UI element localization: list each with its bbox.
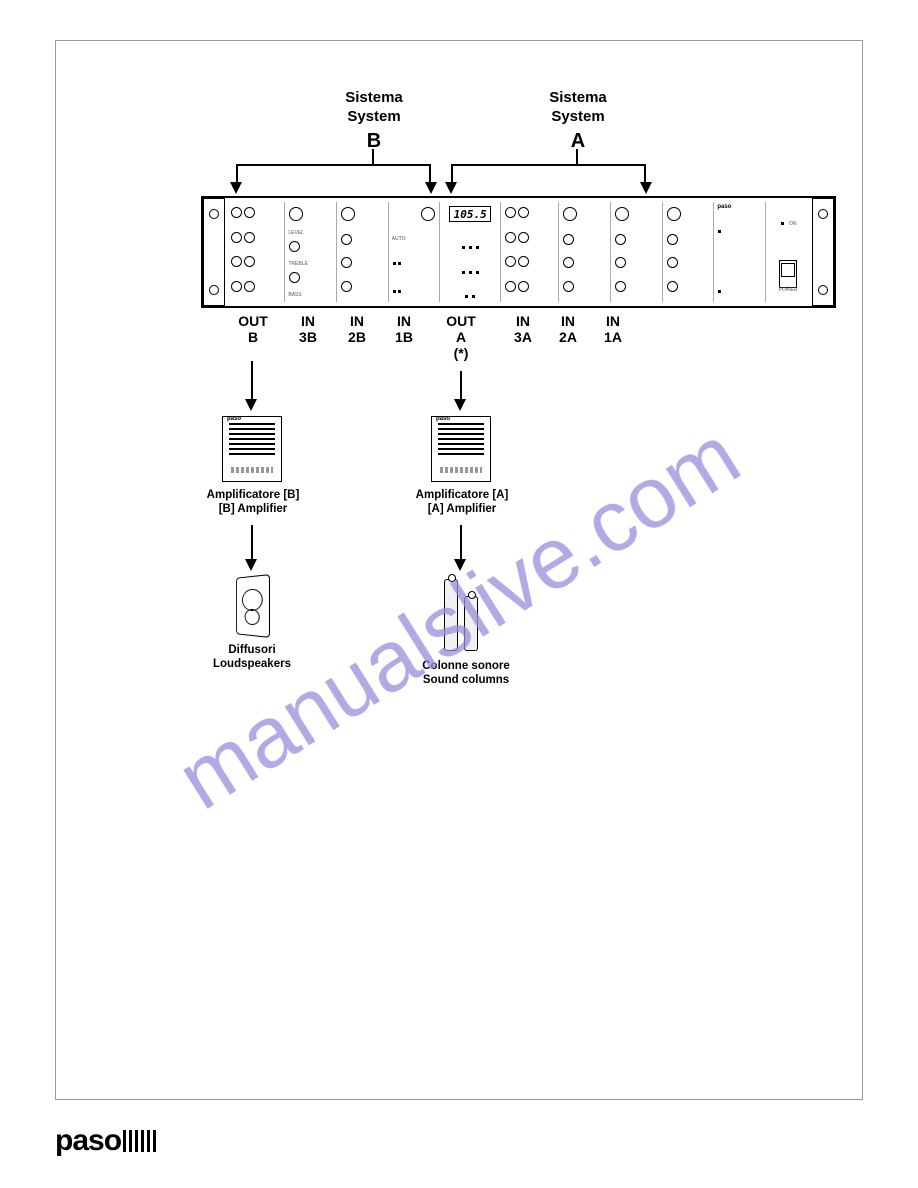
brand-tiny: paso	[717, 204, 731, 210]
c3l1: IN	[335, 313, 379, 329]
sys-b-line2: System	[347, 108, 400, 125]
system-a-header: Sistema System A	[508, 89, 648, 154]
c5l1: OUT	[439, 313, 483, 329]
colspk-l1: Colonne sonore	[406, 659, 526, 673]
speaker-label: Diffusori Loudspeakers	[192, 643, 312, 672]
paso-logo: paso	[55, 1124, 157, 1158]
slot-in-2a	[611, 202, 663, 302]
logo-text: paso	[55, 1124, 121, 1157]
bracket-b	[236, 164, 431, 166]
slot-out-b	[227, 202, 285, 302]
loudspeaker-icon	[236, 574, 270, 638]
c8l2: 1A	[591, 329, 635, 345]
amp-b-label: Amplificatore [B] [B] Amplifier	[188, 488, 318, 517]
colspk-l2: Sound columns	[406, 673, 526, 687]
c1l2: B	[231, 329, 275, 345]
col-in-3b: IN 3B	[286, 313, 330, 345]
columns-label: Colonne sonore Sound columns	[406, 659, 526, 688]
sound-column-2	[464, 596, 478, 651]
arrow-ampa-col	[454, 559, 466, 571]
arrow-a-right	[640, 182, 652, 194]
slot-tuner: 105.5	[440, 202, 501, 302]
line-ampa-col	[460, 525, 462, 561]
amp-b-brand: paso	[227, 416, 241, 422]
slot-in-1b: AUTO	[389, 202, 441, 302]
arrow-a-left	[445, 182, 457, 194]
logo-bars-icon	[121, 1124, 157, 1157]
system-b-header: Sistema System B	[304, 89, 444, 154]
slot-power: ON POWER	[766, 202, 810, 302]
sys-a-stem	[576, 149, 578, 164]
slot-in-1a	[663, 202, 715, 302]
arrow-outb-amp	[245, 399, 257, 411]
col-in-1a: IN 1A	[591, 313, 635, 345]
c1l1: OUT	[231, 313, 275, 329]
c8l1: IN	[591, 313, 635, 329]
amp-b-l1: Amplificatore [B]	[188, 488, 318, 502]
col-in-3a: IN 3A	[501, 313, 545, 345]
c2l2: 3B	[286, 329, 330, 345]
amp-a-brand: paso	[436, 416, 450, 422]
diagram-frame: Sistema System B Sistema System A	[55, 40, 863, 1100]
sys-b-letter: B	[304, 129, 444, 154]
c6l2: 3A	[501, 329, 545, 345]
amp-a-l1: Amplificatore [A]	[397, 488, 527, 502]
sys-a-letter: A	[508, 129, 648, 154]
sound-column-1	[444, 579, 458, 651]
c7l2: 2A	[546, 329, 590, 345]
spk-l2: Loudspeakers	[192, 657, 312, 671]
tuner-display: 105.5	[449, 206, 491, 222]
rack-ear-right	[812, 198, 834, 306]
amplifier-b: paso	[222, 416, 282, 482]
c5l2: A	[439, 329, 483, 345]
c4l2: 1B	[382, 329, 426, 345]
c4l1: IN	[382, 313, 426, 329]
col-in-2a: IN 2A	[546, 313, 590, 345]
col-out-a: OUT A (*)	[439, 313, 483, 361]
c3l2: 2B	[335, 329, 379, 345]
rack-device: LEVEL TREBLE BASS AUTO 1	[201, 196, 836, 308]
sys-a-line2: System	[551, 108, 604, 125]
col-in-1b: IN 1B	[382, 313, 426, 345]
sys-b-stem	[372, 149, 374, 164]
spk-l1: Diffusori	[192, 643, 312, 657]
arrow-ampb-spk	[245, 559, 257, 571]
col-out-b: OUT B	[231, 313, 275, 345]
amp-a-label: Amplificatore [A] [A] Amplifier	[397, 488, 527, 517]
power-switch	[779, 260, 797, 288]
c7l1: IN	[546, 313, 590, 329]
slot-out-a	[501, 202, 559, 302]
c5l3: (*)	[439, 345, 483, 361]
c6l1: IN	[501, 313, 545, 329]
sys-a-line1: Sistema	[549, 89, 607, 106]
arrow-b-left	[230, 182, 242, 194]
amp-b-l2: [B] Amplifier	[188, 502, 318, 516]
slot-extra: paso	[714, 202, 766, 302]
line-outa-amp	[460, 371, 462, 401]
rack-ear-left	[203, 198, 225, 306]
col-in-2b: IN 2B	[335, 313, 379, 345]
arrow-outa-amp	[454, 399, 466, 411]
line-ampb-spk	[251, 525, 253, 561]
line-outb-amp	[251, 361, 253, 401]
amplifier-a: paso	[431, 416, 491, 482]
slot-in-2b	[337, 202, 389, 302]
arrow-b-right	[425, 182, 437, 194]
sys-b-line1: Sistema	[345, 89, 403, 106]
amp-a-l2: [A] Amplifier	[397, 502, 527, 516]
c2l1: IN	[286, 313, 330, 329]
slot-in-3a	[559, 202, 611, 302]
bracket-a	[451, 164, 646, 166]
slot-in-3b: LEVEL TREBLE BASS	[285, 202, 337, 302]
rack-body: LEVEL TREBLE BASS AUTO 1	[227, 202, 810, 302]
